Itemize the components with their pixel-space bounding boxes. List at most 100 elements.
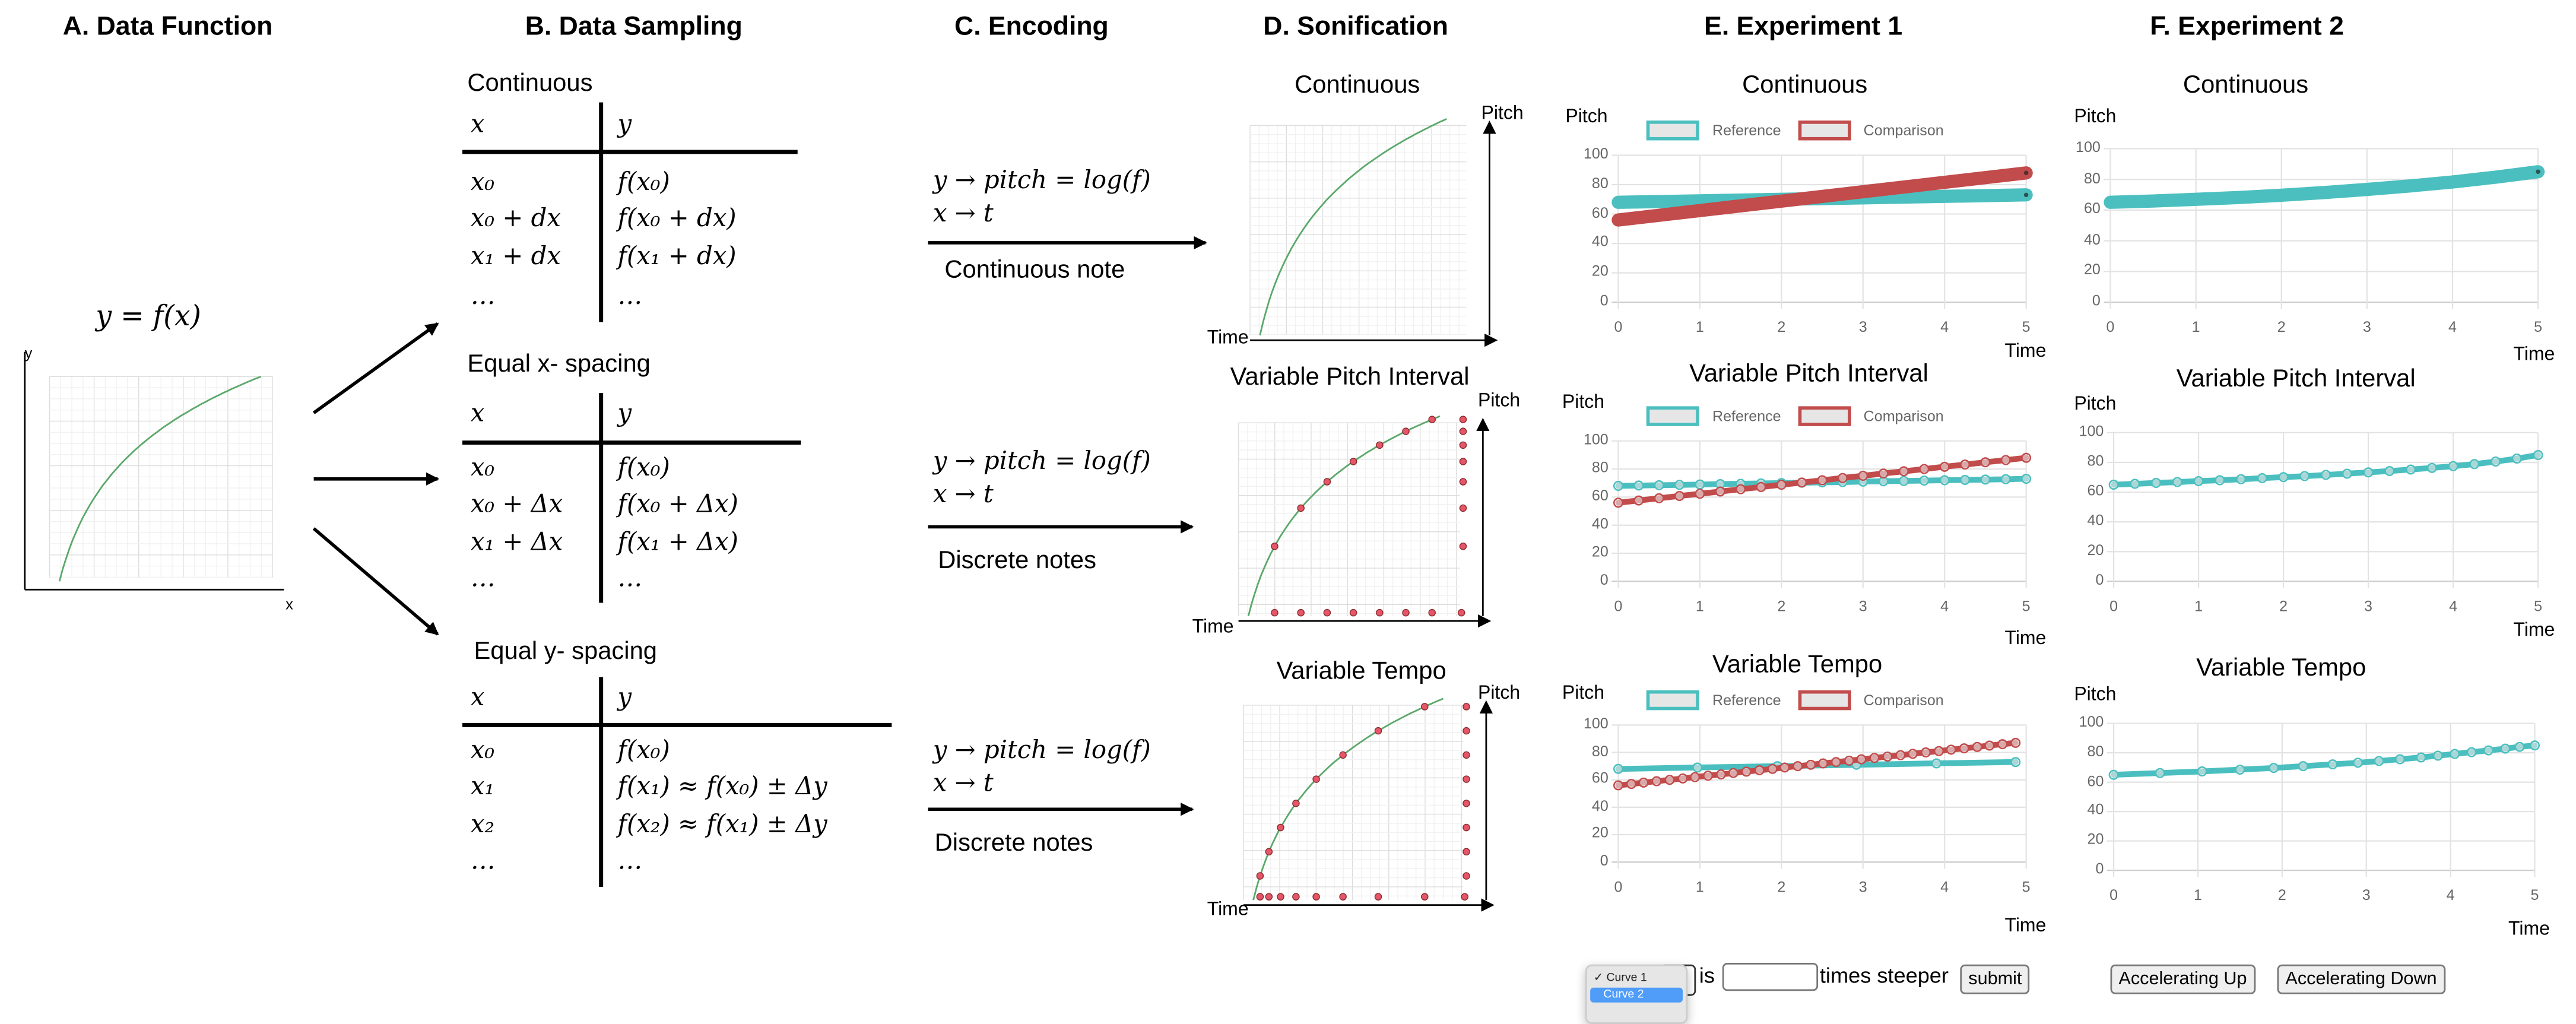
e1-x-tick-label: 4: [1940, 318, 1949, 335]
e2-series-comparison-point: [1633, 495, 1644, 506]
e2-x-tick-label: 5: [2022, 598, 2031, 614]
d-plot2-pitch-dot: [1459, 478, 1467, 486]
e2-series-comparison-point: [1960, 459, 1971, 470]
e3-series-comparison-point: [1882, 751, 1893, 762]
f2-series-line-point: [2108, 480, 2119, 490]
e2-series-reference-point: [2021, 474, 2032, 484]
e3-series-reference-point: [1613, 763, 1623, 774]
e2-series-comparison-point: [1756, 481, 1766, 492]
encoding-3-x-map: x → t: [932, 768, 994, 798]
e3-series-comparison-point: [1728, 768, 1739, 778]
steepness-input[interactable]: [1722, 962, 1819, 991]
f2-x-tick-label: 2: [2279, 598, 2288, 614]
f2-series-line-point: [2130, 478, 2140, 489]
e3-series-comparison-point: [1997, 739, 2008, 750]
e2-series-comparison-point: [1837, 473, 1848, 483]
e1-x-tick-label: 1: [1695, 318, 1704, 335]
f3-series-line-point: [2530, 740, 2540, 751]
e-chart3-xlabel: Time: [2004, 917, 2047, 937]
d-plot3-note-dot: [1277, 823, 1284, 832]
e3-x-tick-label: 5: [2022, 879, 2031, 895]
e3-series-comparison-point: [1959, 743, 1969, 754]
b-table3-cell: f(x₂) ≈ f(x₁) ± Δy: [617, 809, 827, 839]
e3-series-comparison-point: [2010, 737, 2021, 748]
dropdown-option-curve-1[interactable]: ✓ Curve 1: [1593, 972, 1647, 985]
e-chart3-legend[interactable]: Reference Comparison: [1646, 690, 1944, 711]
b-table3-header-y: y: [617, 682, 632, 712]
f2-series-line-point: [2342, 468, 2352, 479]
d-plot2-time-dot: [1271, 608, 1279, 617]
e2-series-reference-point: [1674, 480, 1685, 490]
e3-series-comparison-point: [1638, 777, 1649, 788]
encoding-2-label: Discrete notes: [938, 546, 1096, 575]
dropdown-option-curve-2[interactable]: Curve 2: [1590, 987, 1683, 1003]
e3-series-comparison-point: [1716, 769, 1727, 779]
b-table1-cell: x₀ + dx: [470, 203, 561, 233]
panel-e-title: E. Experiment 1: [1704, 13, 1903, 42]
f2-series-line-point: [2469, 459, 2480, 470]
e3-x-tick-label: 1: [1695, 879, 1704, 895]
f2-series-line-point: [2384, 466, 2395, 476]
e-chart1-legend[interactable]: Reference Comparison: [1646, 121, 1944, 141]
d-plot2-pitch-dot: [1459, 458, 1467, 465]
legend-reference-label: Reference: [1712, 122, 1781, 139]
e-chart3-title: Variable Tempo: [1712, 651, 1883, 679]
f3-series-line-point: [2432, 750, 2443, 761]
d-plot3-pitch-dot: [1463, 751, 1470, 759]
f1-series-line-line: [2104, 165, 2545, 209]
f3-plot: [2108, 740, 2540, 780]
b-section-equal-x-label: Equal x- spacing: [467, 350, 651, 379]
submit-button[interactable]: submit: [1960, 964, 2031, 994]
d-plot3-time-dot: [1256, 893, 1264, 901]
e3-series-comparison-point: [1895, 750, 1906, 760]
legend-comparison-label: Comparison: [1863, 122, 1944, 139]
d-plot2-note-dot: [1428, 416, 1436, 423]
f2-y-tick-label: 40: [2087, 512, 2104, 529]
d-plot3-pitch-label: Pitch: [1477, 683, 1521, 704]
e3-series-comparison-point: [1831, 757, 1841, 768]
f2-series-line-point: [2236, 474, 2247, 484]
f1-y-tick-label: 80: [2083, 169, 2101, 186]
f2-series-line-point: [2363, 467, 2374, 478]
d-plot3-pitch-dot: [1463, 800, 1470, 807]
encoding-1-label: Continuous note: [944, 256, 1125, 284]
accelerating-up-button[interactable]: Accelerating Up: [2110, 964, 2255, 994]
f2-series-line-point: [2257, 473, 2267, 484]
f3-x-tick-label: 2: [2277, 886, 2286, 903]
legend-comparison-swatch: [1797, 406, 1851, 426]
accelerating-down-button[interactable]: Accelerating Down: [2277, 964, 2445, 994]
f1-x-tick-label: 5: [2534, 318, 2543, 335]
panel-c-title: C. Encoding: [954, 13, 1109, 42]
f3-y-tick-label: 80: [2087, 743, 2104, 760]
f3-series-line-point: [2483, 745, 2493, 756]
d-plot3-pitch-dot: [1463, 775, 1470, 783]
d-plot2-pitch-dot: [1459, 427, 1467, 435]
legend-reference-label: Reference: [1712, 408, 1781, 424]
e3-plot: [1613, 737, 2021, 791]
d-plot2-pitch-dot: [1459, 543, 1467, 550]
d-plot3-note-dot: [1374, 727, 1382, 735]
d-plot3-pitch-dot: [1463, 727, 1470, 735]
e-chart2-legend[interactable]: Reference Comparison: [1646, 406, 1944, 426]
e2-series-comparison-point: [1817, 475, 1828, 486]
e1-series-comparison-line: [1611, 166, 2033, 227]
f3-series-line-point: [2374, 756, 2384, 766]
d-plot3-pitch-dot: [1463, 848, 1470, 856]
d-plot2-note-dot: [1402, 427, 1410, 435]
arrow-to-equal-y: [312, 527, 439, 636]
f1-x-tick-label: 1: [2191, 318, 2200, 335]
e2-series-reference-point: [1654, 480, 1664, 490]
f1-x-tick-label: 3: [2362, 318, 2371, 335]
f3-series-line-point: [2327, 759, 2338, 770]
f1-y-tick-label: 40: [2083, 230, 2101, 248]
f-chart2-title: Variable Pitch Interval: [2176, 364, 2416, 394]
b-table2-cell: f(x₁ + Δx): [617, 527, 738, 557]
e1-y-tick-label: 20: [1591, 262, 1609, 280]
e2-plot: [1613, 452, 2032, 508]
f2-x-tick-label: 1: [2194, 598, 2203, 614]
f2-y-tick-label: 100: [2079, 423, 2104, 440]
f-chart1-ylabel: Pitch: [2074, 107, 2117, 128]
e2-series-comparison-point: [1898, 466, 1909, 477]
d-plot3-title: Variable Tempo: [1276, 657, 1446, 686]
f2-x-tick-label: 0: [2109, 598, 2118, 614]
